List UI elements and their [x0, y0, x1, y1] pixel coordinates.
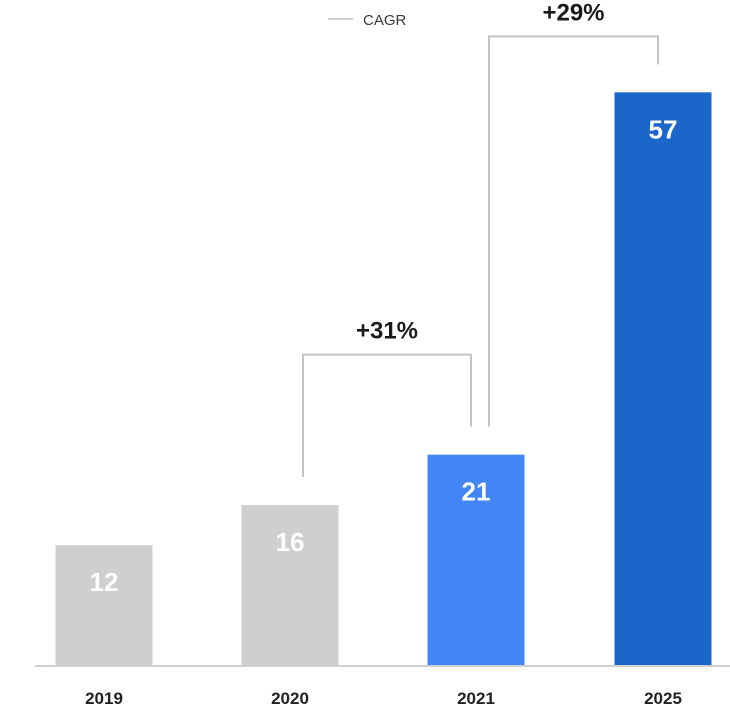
tick-label-2020: 2020 — [271, 689, 309, 708]
legend-entry-cagr: CAGR — [363, 12, 407, 29]
cagr-bracket-2021-2025 — [488, 35, 659, 427]
bar-2025 — [614, 92, 712, 667]
x-axis-tick-labels: 2019 2020 2021 2025 — [85, 689, 682, 708]
cagr-brackets: +31% +29% — [302, 0, 659, 477]
tick-label-2021: 2021 — [457, 689, 495, 708]
data-label-2020: 16 — [276, 527, 305, 557]
data-label-2025: 57 — [649, 114, 678, 144]
data-label-2019: 12 — [90, 567, 119, 597]
cagr-label-2021-2025: +29% — [542, 0, 604, 26]
tick-label-2025: 2025 — [644, 689, 682, 708]
bar-2019 — [55, 545, 153, 666]
cagr-label-2020-2021: +31% — [356, 318, 418, 345]
bars — [55, 92, 712, 667]
bar-2021 — [427, 454, 525, 666]
tick-label-2019: 2019 — [85, 689, 123, 708]
bar-data-labels: 12 16 21 57 — [90, 114, 678, 597]
data-label-2021: 21 — [462, 477, 491, 507]
cagr-bracket-2020-2021 — [302, 353, 472, 477]
bar-2020 — [241, 504, 339, 666]
legend: CAGR — [328, 12, 407, 29]
